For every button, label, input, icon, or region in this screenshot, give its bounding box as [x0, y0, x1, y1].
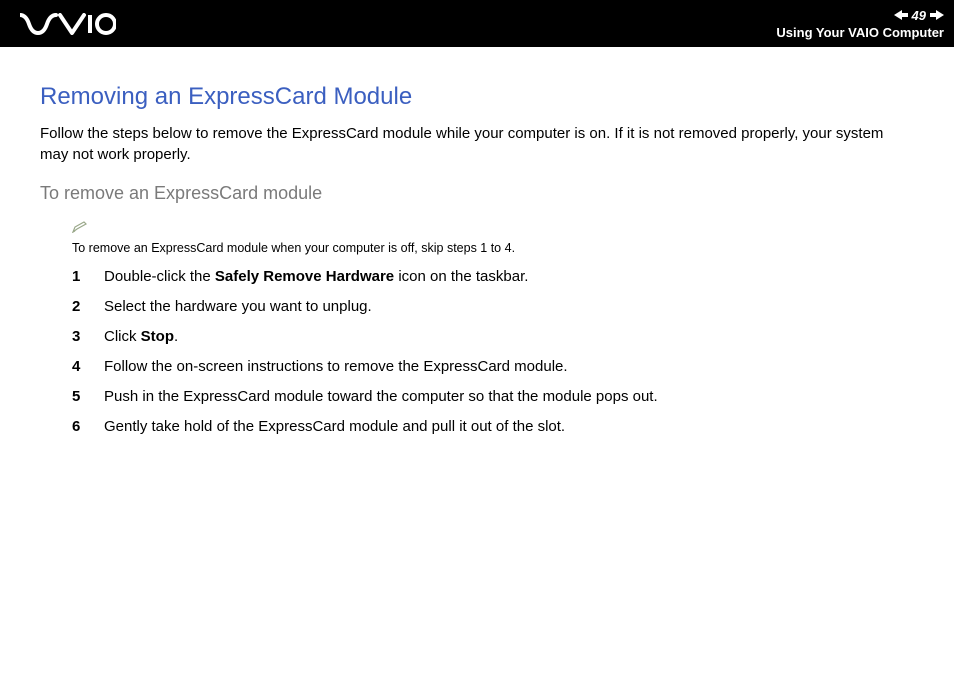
- step-number: 1: [40, 266, 104, 287]
- step-number: 5: [40, 386, 104, 407]
- step-number: 6: [40, 416, 104, 437]
- step-row: 5Push in the ExpressCard module toward t…: [40, 386, 914, 407]
- intro-paragraph: Follow the steps below to remove the Exp…: [40, 123, 914, 165]
- step-row: 1Double-click the Safely Remove Hardware…: [40, 266, 914, 287]
- step-text: Click Stop.: [104, 326, 914, 347]
- section-label: Using Your VAIO Computer: [776, 25, 944, 40]
- step-text: Follow the on-screen instructions to rem…: [104, 356, 914, 377]
- pencil-note-icon: [72, 220, 90, 238]
- step-text: Gently take hold of the ExpressCard modu…: [104, 416, 914, 437]
- prev-page-arrow-icon[interactable]: [894, 10, 908, 20]
- step-text: Push in the ExpressCard module toward th…: [104, 386, 914, 407]
- step-row: 4Follow the on-screen instructions to re…: [40, 356, 914, 377]
- page-nav: 49: [894, 8, 944, 23]
- header-right: 49 Using Your VAIO Computer: [776, 8, 944, 40]
- vaio-logo: [20, 13, 116, 35]
- step-text: Select the hardware you want to unplug.: [104, 296, 914, 317]
- page-content: Removing an ExpressCard Module Follow th…: [0, 47, 954, 437]
- step-number: 3: [40, 326, 104, 347]
- step-bold-term: Stop: [141, 328, 174, 345]
- step-row: 6Gently take hold of the ExpressCard mod…: [40, 416, 914, 437]
- note-block: To remove an ExpressCard module when you…: [72, 220, 914, 256]
- step-number: 4: [40, 356, 104, 377]
- header-bar: 49 Using Your VAIO Computer: [0, 0, 954, 47]
- note-text: To remove an ExpressCard module when you…: [72, 240, 914, 256]
- page-title: Removing an ExpressCard Module: [40, 83, 914, 111]
- step-bold-term: Safely Remove Hardware: [215, 268, 394, 285]
- subheading: To remove an ExpressCard module: [40, 183, 914, 204]
- step-row: 2Select the hardware you want to unplug.: [40, 296, 914, 317]
- page-number: 49: [912, 8, 926, 23]
- next-page-arrow-icon[interactable]: [930, 10, 944, 20]
- step-row: 3Click Stop.: [40, 326, 914, 347]
- steps-list: 1Double-click the Safely Remove Hardware…: [40, 266, 914, 437]
- step-number: 2: [40, 296, 104, 317]
- step-text: Double-click the Safely Remove Hardware …: [104, 266, 914, 287]
